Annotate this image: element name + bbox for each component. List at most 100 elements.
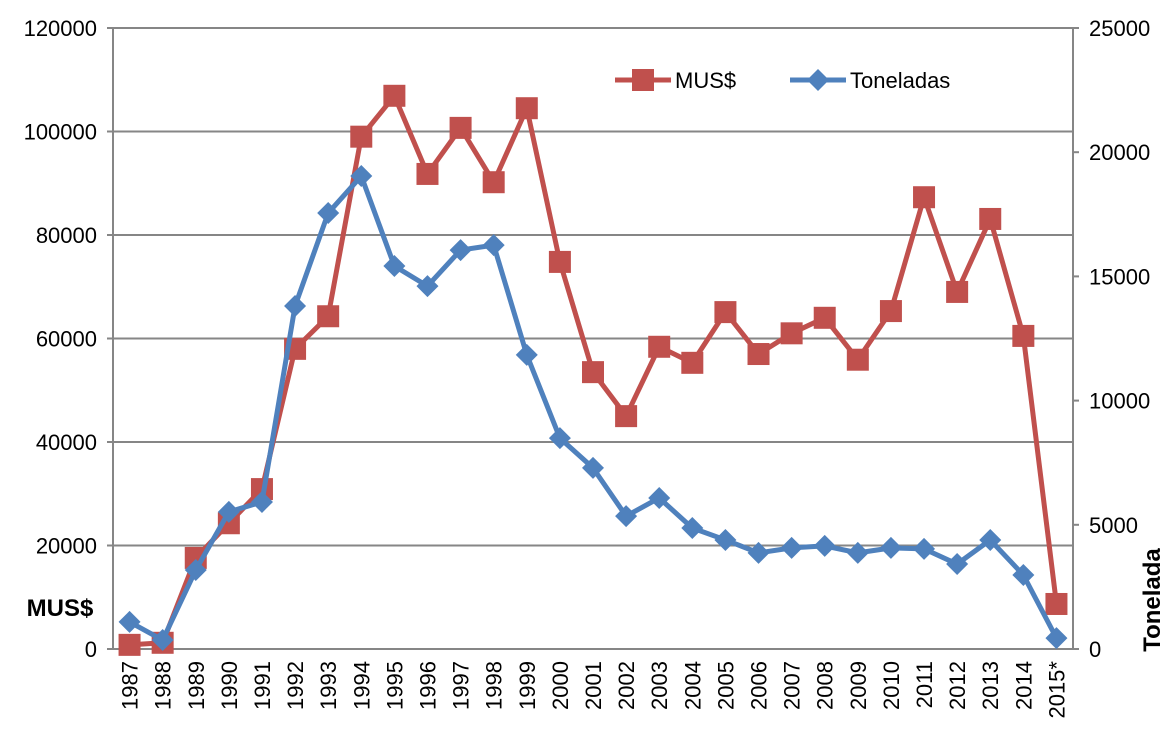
x-tick-label: 2011: [912, 661, 937, 708]
x-tick-label: 1996: [415, 661, 440, 710]
y2-axis-title: Tonelada: [1139, 548, 1166, 652]
x-tick-label: 2010: [879, 661, 904, 710]
y2-tick-label: 15000: [1089, 264, 1150, 289]
data-point: [317, 202, 340, 225]
y2-tick-label: 25000: [1089, 16, 1150, 41]
y2-tick-label: 5000: [1089, 513, 1138, 538]
data-point: [648, 335, 671, 358]
x-tick-label: 2003: [647, 661, 672, 710]
x-tick-label: 2004: [680, 661, 705, 710]
data-point: [615, 505, 638, 528]
x-tick-label: 2007: [780, 661, 805, 710]
data-point: [846, 541, 869, 564]
x-tick-label: 2001: [581, 661, 606, 710]
data-point: [151, 629, 174, 652]
data-point: [449, 116, 472, 139]
x-tick-label: 2015*: [1044, 661, 1069, 719]
data-point: [813, 306, 836, 329]
x-tick-label: 2005: [713, 661, 738, 710]
legend-marker: [807, 69, 829, 91]
data-point: [449, 239, 472, 262]
data-point: [118, 633, 141, 656]
x-tick-label: 1997: [449, 661, 474, 710]
series-line: [128, 173, 1059, 643]
x-tick-label: 1992: [283, 661, 308, 710]
data-point: [1045, 592, 1068, 615]
data-point: [515, 97, 538, 120]
data-point: [681, 517, 704, 540]
data-point: [582, 361, 604, 384]
data-point: [582, 456, 604, 479]
x-tick-label: 2013: [978, 661, 1003, 710]
x-tick-label: 2009: [846, 661, 871, 710]
legend-marker: [632, 69, 654, 91]
x-tick-label: 2008: [813, 661, 838, 710]
data-point: [317, 305, 340, 328]
data-point: [184, 559, 207, 582]
data-point: [383, 254, 406, 277]
data-point: [979, 207, 1002, 230]
data-point: [747, 343, 770, 366]
data-point: [946, 553, 969, 576]
data-point: [714, 301, 737, 324]
y-tick-label: 60000: [36, 327, 97, 352]
x-tick-label: 1987: [118, 661, 143, 710]
x-tick-label: 1995: [382, 661, 407, 710]
y-tick-label: 0: [85, 637, 97, 662]
x-tick-label: 2000: [548, 661, 573, 710]
x-tick-label: 1991: [250, 661, 275, 710]
x-tick-label: 1989: [184, 661, 209, 710]
y2-tick-label: 10000: [1089, 389, 1150, 414]
x-tick-label: 2012: [945, 661, 970, 710]
data-point: [416, 275, 439, 298]
y-axis-title: MUS$: [27, 595, 94, 622]
data-point: [1012, 324, 1035, 347]
data-point: [879, 300, 902, 323]
data-point: [846, 348, 869, 371]
data-point: [979, 528, 1002, 551]
x-tick-label: 1993: [316, 661, 341, 710]
x-tick-label: 2006: [747, 661, 772, 710]
data-point: [383, 84, 406, 107]
data-point: [813, 534, 836, 557]
data-point: [879, 536, 902, 559]
x-tick-label: 1990: [217, 661, 242, 710]
data-point: [515, 343, 538, 366]
data-point: [913, 537, 936, 560]
legend-label: Toneladas: [850, 68, 950, 93]
x-tick-label: 1988: [151, 661, 176, 710]
data-point: [946, 280, 969, 303]
data-point: [284, 294, 307, 317]
x-tick-label: 1994: [349, 661, 374, 710]
y-tick-label: 80000: [36, 223, 97, 248]
y-tick-label: 20000: [36, 534, 97, 559]
data-point: [615, 405, 638, 428]
data-point: [780, 322, 803, 345]
data-point: [913, 186, 936, 209]
y-tick-label: 100000: [24, 120, 97, 145]
y-tick-label: 40000: [36, 430, 97, 455]
y-tick-label: 120000: [24, 16, 97, 41]
data-point: [747, 541, 770, 564]
data-point: [482, 171, 505, 194]
data-point: [250, 490, 273, 513]
data-point: [350, 125, 373, 148]
legend-label: MUS$: [675, 68, 736, 93]
data-point: [350, 165, 373, 188]
y2-tick-label: 20000: [1089, 140, 1150, 165]
data-point: [217, 500, 240, 523]
data-point: [648, 486, 671, 509]
data-point: [548, 427, 571, 450]
data-point: [681, 351, 704, 374]
y2-tick-label: 0: [1089, 637, 1101, 662]
data-point: [416, 162, 439, 185]
data-point: [780, 536, 803, 559]
data-point: [714, 528, 737, 551]
x-tick-label: 1999: [515, 661, 540, 710]
x-tick-label: 2014: [1011, 661, 1036, 710]
data-point: [1012, 563, 1035, 586]
x-tick-label: 2002: [614, 661, 639, 710]
data-point: [1045, 627, 1068, 650]
data-point: [548, 250, 571, 273]
